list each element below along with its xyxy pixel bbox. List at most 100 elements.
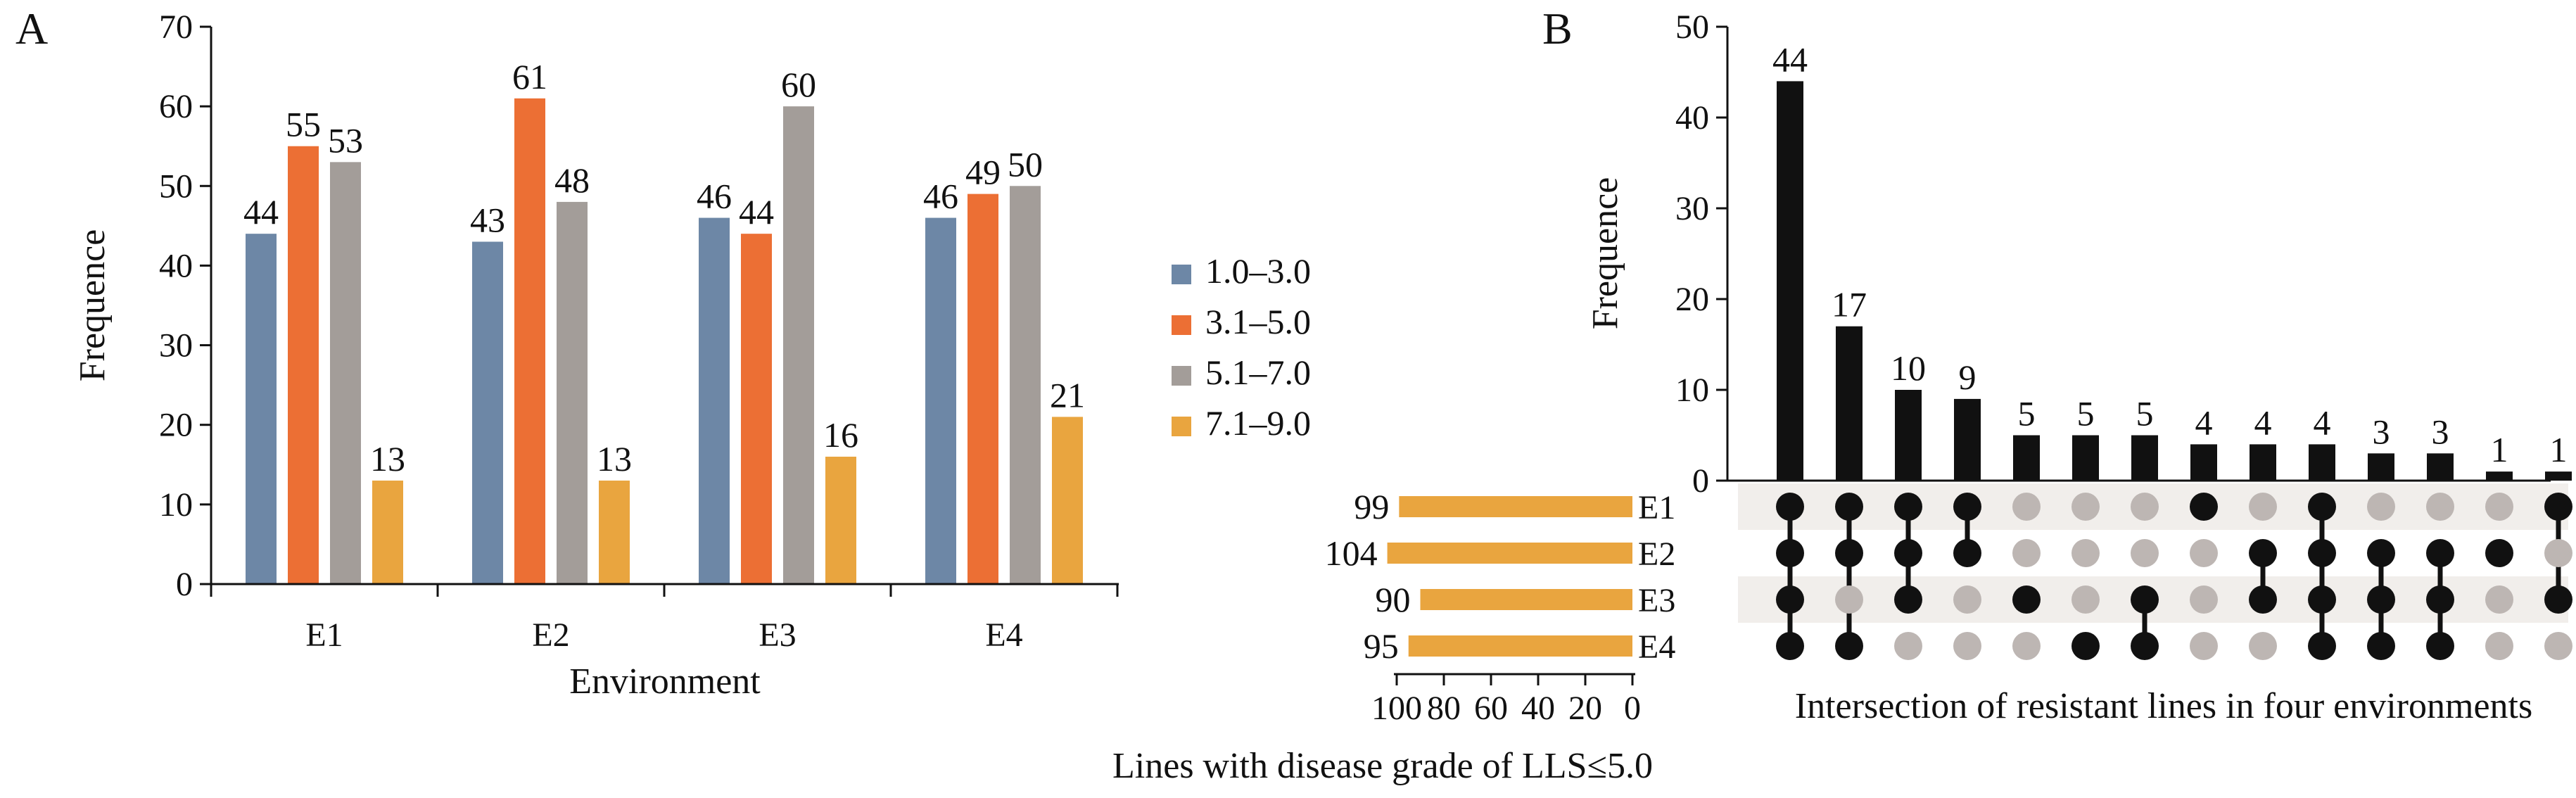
bar [557, 201, 588, 584]
set-size-label: 90 [1376, 580, 1411, 619]
bar [741, 234, 772, 584]
legend-label: 7.1–9.0 [1205, 403, 1311, 443]
set-name-label: E2 [1638, 536, 1675, 573]
data-label: 60 [781, 65, 816, 104]
data-label: 43 [470, 200, 505, 239]
set-name-label: E3 [1638, 582, 1675, 619]
panel-a-x-ticks: E1 E2 E3 E4 [210, 584, 1119, 654]
matrix-dot-active [2426, 539, 2454, 567]
intersection-bar [2545, 471, 2572, 481]
matrix-dot-inactive [2249, 632, 2277, 660]
matrix-dot-inactive [2544, 632, 2572, 660]
panel-b-intersection-matrix [1776, 493, 2572, 660]
y-tick-label: 70 [159, 8, 193, 46]
x-tick-label: E3 [759, 616, 796, 654]
bar [1052, 417, 1083, 584]
matrix-dot-active [2249, 585, 2277, 614]
panel-a-x-axis-label: Environment [569, 661, 761, 702]
matrix-dot-active [1776, 539, 1804, 567]
intersection-bar [1954, 398, 1981, 481]
matrix-dot-inactive [2544, 539, 2572, 567]
intersection-bar [1836, 326, 1863, 481]
y-tick-label: 10 [1675, 372, 1709, 409]
panel-a-y-axis-label: Frequence [72, 229, 113, 382]
matrix-dot-active [2190, 493, 2218, 521]
matrix-dot-inactive [2485, 493, 2513, 521]
matrix-dot-inactive [2485, 585, 2513, 614]
set-size-tick-label: 60 [1474, 690, 1508, 727]
set-name-label: E1 [1638, 489, 1675, 526]
intersection-label: 9 [1959, 357, 1977, 397]
x-tick-label: E4 [985, 616, 1022, 654]
matrix-dot-active [1776, 585, 1804, 614]
matrix-dot-active [2071, 632, 2100, 660]
legend-swatch [1172, 366, 1191, 386]
set-name-label: E4 [1638, 628, 1675, 666]
matrix-dot-inactive [2071, 493, 2100, 521]
set-size-label: 95 [1364, 626, 1399, 666]
data-label: 53 [328, 120, 363, 160]
bar [967, 194, 998, 585]
intersection-label: 4 [2195, 403, 2213, 442]
matrix-dot-active [2426, 585, 2454, 614]
data-label: 13 [370, 439, 405, 479]
matrix-dot-active [1894, 493, 1922, 521]
y-tick-label: 40 [1675, 99, 1709, 137]
intersection-label: 3 [2432, 412, 2449, 451]
set-size-tick-label: 40 [1521, 690, 1555, 727]
panel-b-label: B [1542, 4, 1573, 53]
matrix-dot-active [1835, 539, 1863, 567]
set-size-bar [1420, 589, 1632, 610]
set-size-tick-label: 80 [1427, 690, 1461, 727]
intersection-bar [2072, 435, 2099, 481]
matrix-dot-active [2012, 585, 2041, 614]
y-tick-label: 30 [1675, 190, 1709, 227]
matrix-dot-inactive [2426, 493, 2454, 521]
matrix-dot-inactive [2131, 539, 2159, 567]
data-label: 61 [512, 57, 547, 96]
y-tick-label: 20 [1675, 281, 1709, 318]
bar [925, 217, 956, 584]
intersection-label: 4 [2254, 403, 2272, 442]
set-size-bar [1408, 635, 1632, 657]
panel-b-x-axis-label: Intersection of resistant lines in four … [1795, 686, 2532, 726]
panel-b-set-size-bars: 99 E1 104 E2 90 E3 95 E4 [1325, 487, 1676, 666]
matrix-dot-active [1953, 539, 1981, 567]
bar [1010, 186, 1041, 584]
matrix-dot-active [2131, 585, 2159, 614]
data-label: 44 [739, 192, 774, 232]
matrix-dot-active [2131, 632, 2159, 660]
y-tick-label: 30 [159, 327, 193, 365]
matrix-dot-inactive [2485, 632, 2513, 660]
matrix-dot-inactive [2012, 632, 2041, 660]
intersection-label: 10 [1891, 348, 1926, 388]
legend-swatch [1172, 417, 1191, 436]
set-size-bar [1387, 543, 1632, 564]
matrix-dot-inactive [1953, 632, 1981, 660]
data-label: 55 [286, 105, 321, 144]
bar [699, 217, 730, 584]
panel-a-axes [210, 27, 1119, 585]
y-tick-label: 50 [159, 167, 193, 205]
matrix-dot-inactive [1894, 632, 1922, 660]
panel-b-y-axis-label: Frequence [1585, 177, 1625, 330]
legend-swatch [1172, 315, 1191, 335]
data-label: 46 [923, 177, 958, 216]
intersection-bar [2486, 471, 2513, 481]
bar [783, 106, 814, 585]
matrix-dot-active [2308, 632, 2336, 660]
data-label: 16 [823, 415, 858, 455]
matrix-dot-active [1953, 493, 1981, 521]
y-tick-label: 20 [159, 407, 193, 444]
panel-b-set-size-axis: 100 80 60 40 20 0 [1371, 673, 1641, 727]
panel-a-label: A [15, 4, 48, 53]
x-tick-label: E1 [305, 616, 343, 654]
intersection-label: 4 [2314, 403, 2331, 442]
bar [246, 234, 277, 584]
matrix-dot-inactive [1953, 585, 1981, 614]
matrix-dot-active [2367, 585, 2395, 614]
